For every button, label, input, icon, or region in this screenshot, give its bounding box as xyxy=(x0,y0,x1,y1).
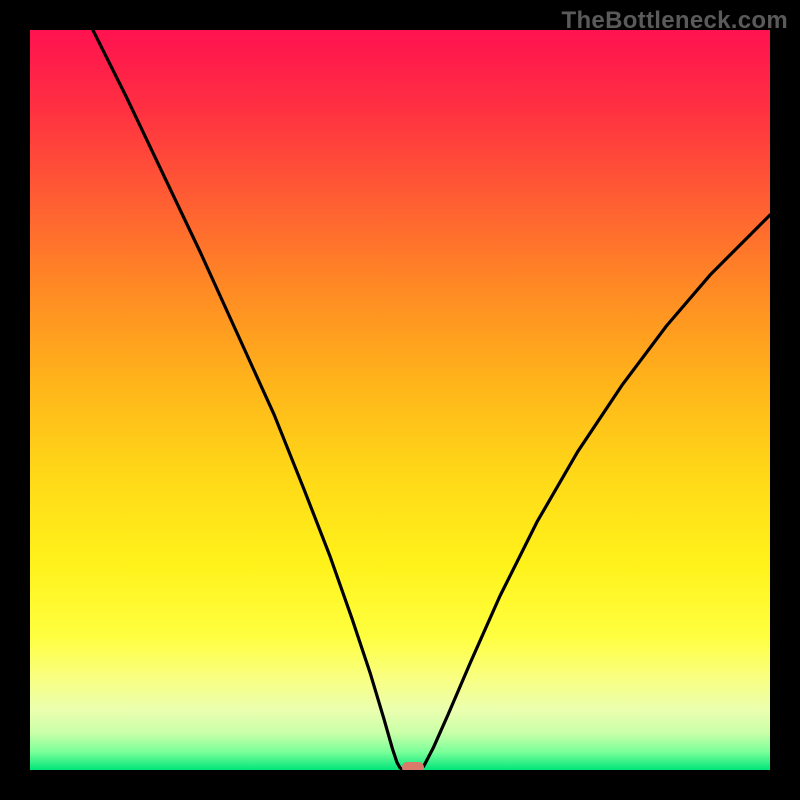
bottleneck-curve xyxy=(30,30,770,770)
x-axis xyxy=(0,770,800,800)
watermark-text: TheBottleneck.com xyxy=(562,7,788,35)
plot-area xyxy=(30,30,770,770)
y-axis xyxy=(0,0,30,800)
frame-right xyxy=(770,0,800,800)
